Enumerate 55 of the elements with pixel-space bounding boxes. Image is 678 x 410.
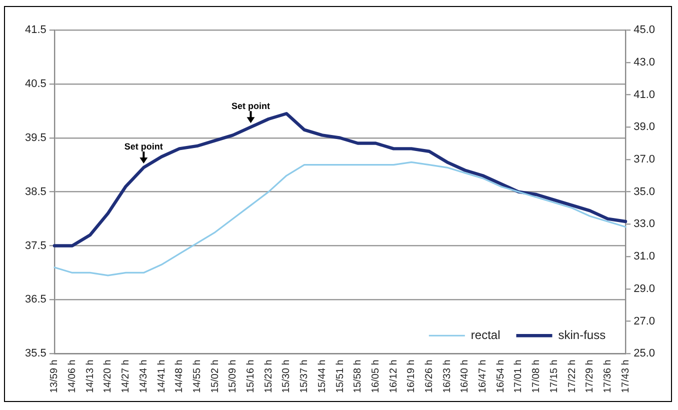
y2-tick-label: 29.0 bbox=[634, 282, 656, 295]
x-tick-label: 15/09 h bbox=[228, 360, 239, 394]
y2-tick-label: 41.0 bbox=[634, 88, 656, 101]
x-tick-label: 13/59 h bbox=[49, 360, 60, 394]
x-tick-label: 16/26 h bbox=[424, 360, 435, 394]
x-tick-label: 15/51 h bbox=[334, 360, 346, 394]
x-tick-label: 14/41 h bbox=[156, 360, 168, 394]
x-tick-label: 17/43 h bbox=[620, 360, 632, 394]
y-tick-label: 39.5 bbox=[24, 132, 46, 144]
legend-label: rectal bbox=[470, 328, 500, 342]
y-tick-label: 35.5 bbox=[24, 348, 46, 360]
y2-tick-label: 25.0 bbox=[634, 348, 656, 360]
x-tick-label: 15/44 h bbox=[316, 360, 328, 394]
x-tick-label: 16/54 h bbox=[495, 360, 506, 394]
x-tick-label: 15/37 h bbox=[299, 360, 310, 394]
x-tick-label: 17/36 h bbox=[602, 360, 614, 394]
x-tick-label: 16/33 h bbox=[442, 360, 453, 394]
x-tick-label: 17/22 h bbox=[566, 360, 578, 394]
x-tick-label: 14/13 h bbox=[84, 360, 96, 394]
annotation: Set point bbox=[124, 142, 163, 152]
x-tick-label: 15/02 h bbox=[210, 360, 221, 394]
x-tick-label: 15/23 h bbox=[263, 360, 274, 394]
y-tick-label: 41.5 bbox=[24, 24, 46, 36]
y2-tick-label: 43.0 bbox=[634, 56, 656, 68]
x-tick-label: 15/16 h bbox=[246, 360, 257, 394]
x-tick-label: 14/06 h bbox=[67, 360, 78, 394]
y2-tick-label: 39.0 bbox=[634, 121, 656, 134]
x-tick-label: 14/20 h bbox=[102, 360, 114, 394]
y-tick-label: 36.5 bbox=[24, 294, 46, 306]
annotation: Set point bbox=[232, 101, 270, 112]
x-tick-label: 14/48 h bbox=[174, 360, 186, 394]
x-tick-label: 16/40 h bbox=[460, 360, 471, 394]
x-tick-label: 16/47 h bbox=[478, 360, 489, 394]
x-tick-label: 14/55 h bbox=[192, 360, 203, 394]
y2-tick-label: 31.0 bbox=[634, 250, 656, 263]
y-tick-label: 37.5 bbox=[24, 240, 46, 252]
x-tick-label: 16/12 h bbox=[388, 360, 400, 394]
legend-label: skin-fuss bbox=[558, 328, 606, 342]
x-tick-label: 14/27 h bbox=[120, 360, 132, 394]
y-tick-label: 38.5 bbox=[24, 186, 46, 198]
x-tick-label: 17/01 h bbox=[513, 360, 524, 394]
y2-tick-label: 35.0 bbox=[634, 186, 656, 198]
y2-tick-label: 27.0 bbox=[634, 315, 656, 328]
x-tick-label: 17/29 h bbox=[584, 360, 596, 394]
x-tick-label: 15/58 h bbox=[352, 360, 364, 394]
x-tick-label: 16/05 h bbox=[370, 360, 382, 394]
x-tick-label: 17/08 h bbox=[531, 360, 542, 394]
y2-tick-label: 33.0 bbox=[634, 218, 656, 230]
x-tick-label: 14/34 h bbox=[138, 360, 150, 394]
x-tick-label: 16/19 h bbox=[406, 360, 418, 394]
y-tick-label: 40.5 bbox=[24, 78, 46, 90]
y2-tick-label: 45.0 bbox=[634, 24, 656, 36]
y2-tick-label: 37.0 bbox=[634, 153, 656, 166]
x-tick-label: 17/15 h bbox=[548, 360, 560, 394]
x-tick-label: 15/30 h bbox=[281, 360, 292, 394]
